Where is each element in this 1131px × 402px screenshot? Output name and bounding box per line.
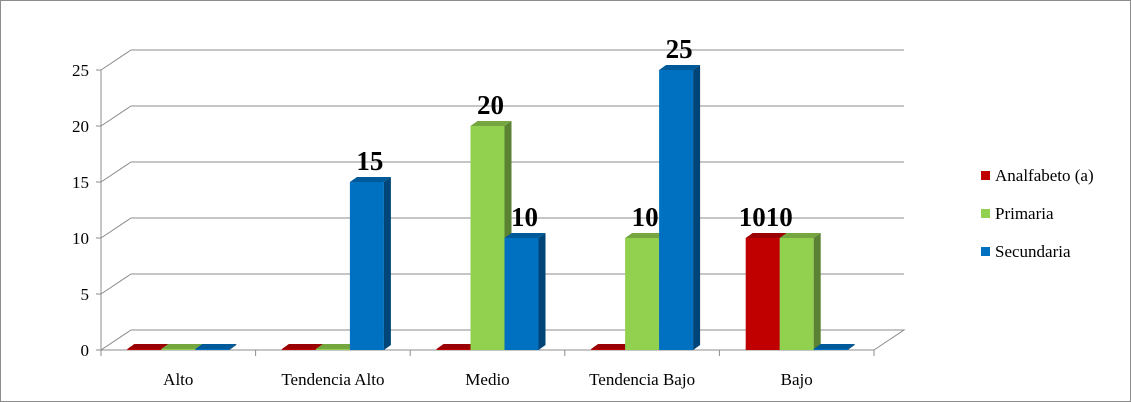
bar-front-face — [436, 349, 471, 350]
bar-top-face — [659, 65, 701, 70]
data-label-secundaria-tendencia-bajo: 25 — [666, 34, 693, 64]
bar-front-face — [813, 349, 848, 350]
bar-front-face — [591, 349, 626, 350]
bar-front-face — [349, 182, 384, 350]
legend-swatch — [981, 171, 990, 180]
bar-top-face — [470, 121, 512, 126]
legend-label: Analfabeto (a) — [995, 166, 1094, 185]
gridline — [100, 217, 904, 239]
bar-front-face — [779, 238, 814, 350]
bar-top-face — [161, 344, 203, 349]
bar-top-face — [591, 344, 633, 349]
legend-swatch — [981, 247, 990, 256]
legend-label: Secundaria — [995, 242, 1071, 261]
legend-item-analfabeto-a: Analfabeto (a) — [981, 166, 1094, 185]
bar-front-face — [127, 349, 162, 350]
bars — [127, 65, 855, 350]
bar-front-face — [659, 70, 694, 350]
bar-front-face — [315, 349, 350, 350]
bar-top-face — [127, 344, 169, 349]
x-tick-label-medio: Medio — [465, 370, 509, 389]
bar-top-face — [436, 344, 478, 349]
x-tick-label-alto: Alto — [163, 370, 193, 389]
bar-top-face — [779, 233, 821, 238]
bar-primaria-bajo — [779, 233, 821, 350]
y-tick-label: 20 — [72, 117, 89, 136]
x-tick-label-tendencia-bajo: Tendencia Bajo — [589, 370, 695, 389]
bar-top-face — [504, 233, 546, 238]
y-tick-label: 15 — [72, 173, 89, 192]
bar-top-face — [813, 344, 855, 349]
bar-side-face — [693, 65, 701, 350]
bar-top-face — [349, 177, 391, 182]
bar-side-face — [813, 233, 821, 350]
bar-top-face — [195, 344, 237, 349]
bar-top-face — [281, 344, 323, 349]
bar-side-face — [383, 177, 391, 350]
bar-front-face — [625, 238, 660, 350]
bar-front-face — [470, 126, 505, 350]
data-label-primaria-medio: 20 — [477, 90, 504, 120]
legend: Analfabeto (a) Primaria Secundaria — [981, 166, 1094, 261]
legend-item-primaria: Primaria — [981, 204, 1054, 223]
x-axis-ticks: Alto Tendencia Alto Medio Tendencia Bajo Baj… — [100, 350, 875, 389]
bar-secundaria-tendencia-alto — [349, 177, 391, 350]
data-label-secundaria-tendencia-alto: 15 — [356, 146, 383, 176]
bar-secundaria-bajo — [813, 344, 855, 350]
x-tick-label-bajo: Bajo — [781, 370, 813, 389]
data-label-analfabeto-a-bajo: 1010 — [739, 202, 793, 232]
gridlines — [100, 49, 904, 295]
bar-front-face — [504, 238, 539, 350]
bar-top-face — [745, 233, 787, 238]
bar-side-face — [229, 344, 237, 350]
data-label-secundaria-medio: 10 — [511, 202, 538, 232]
bar-front-face — [281, 349, 316, 350]
gridline — [100, 49, 904, 71]
y-tick-label: 10 — [72, 229, 89, 248]
legend-swatch — [981, 209, 990, 218]
gridline — [100, 105, 904, 127]
gridline — [100, 161, 904, 183]
data-label-primaria-tendencia-bajo: 10 — [632, 202, 659, 232]
bar-front-face — [745, 238, 780, 350]
x-tick-label-tendencia-alto: Tendencia Alto — [281, 370, 384, 389]
bar-side-face — [538, 233, 546, 350]
bar-side-face — [847, 344, 855, 350]
y-tick-label: 0 — [81, 341, 90, 360]
bar-secundaria-tendencia-bajo — [659, 65, 701, 350]
y-tick-label: 5 — [81, 285, 90, 304]
legend-label: Primaria — [995, 204, 1054, 223]
bar-front-face — [195, 349, 230, 350]
bar-secundaria-medio — [504, 233, 546, 350]
y-tick-label: 25 — [72, 61, 89, 80]
bar-top-face — [315, 344, 357, 349]
legend-item-secundaria: Secundaria — [981, 242, 1071, 261]
bar-top-face — [625, 233, 667, 238]
bar-secundaria-alto — [195, 344, 237, 350]
y-axis-ticks: 0 5 10 15 20 25 — [72, 61, 101, 360]
bar-front-face — [161, 349, 196, 350]
